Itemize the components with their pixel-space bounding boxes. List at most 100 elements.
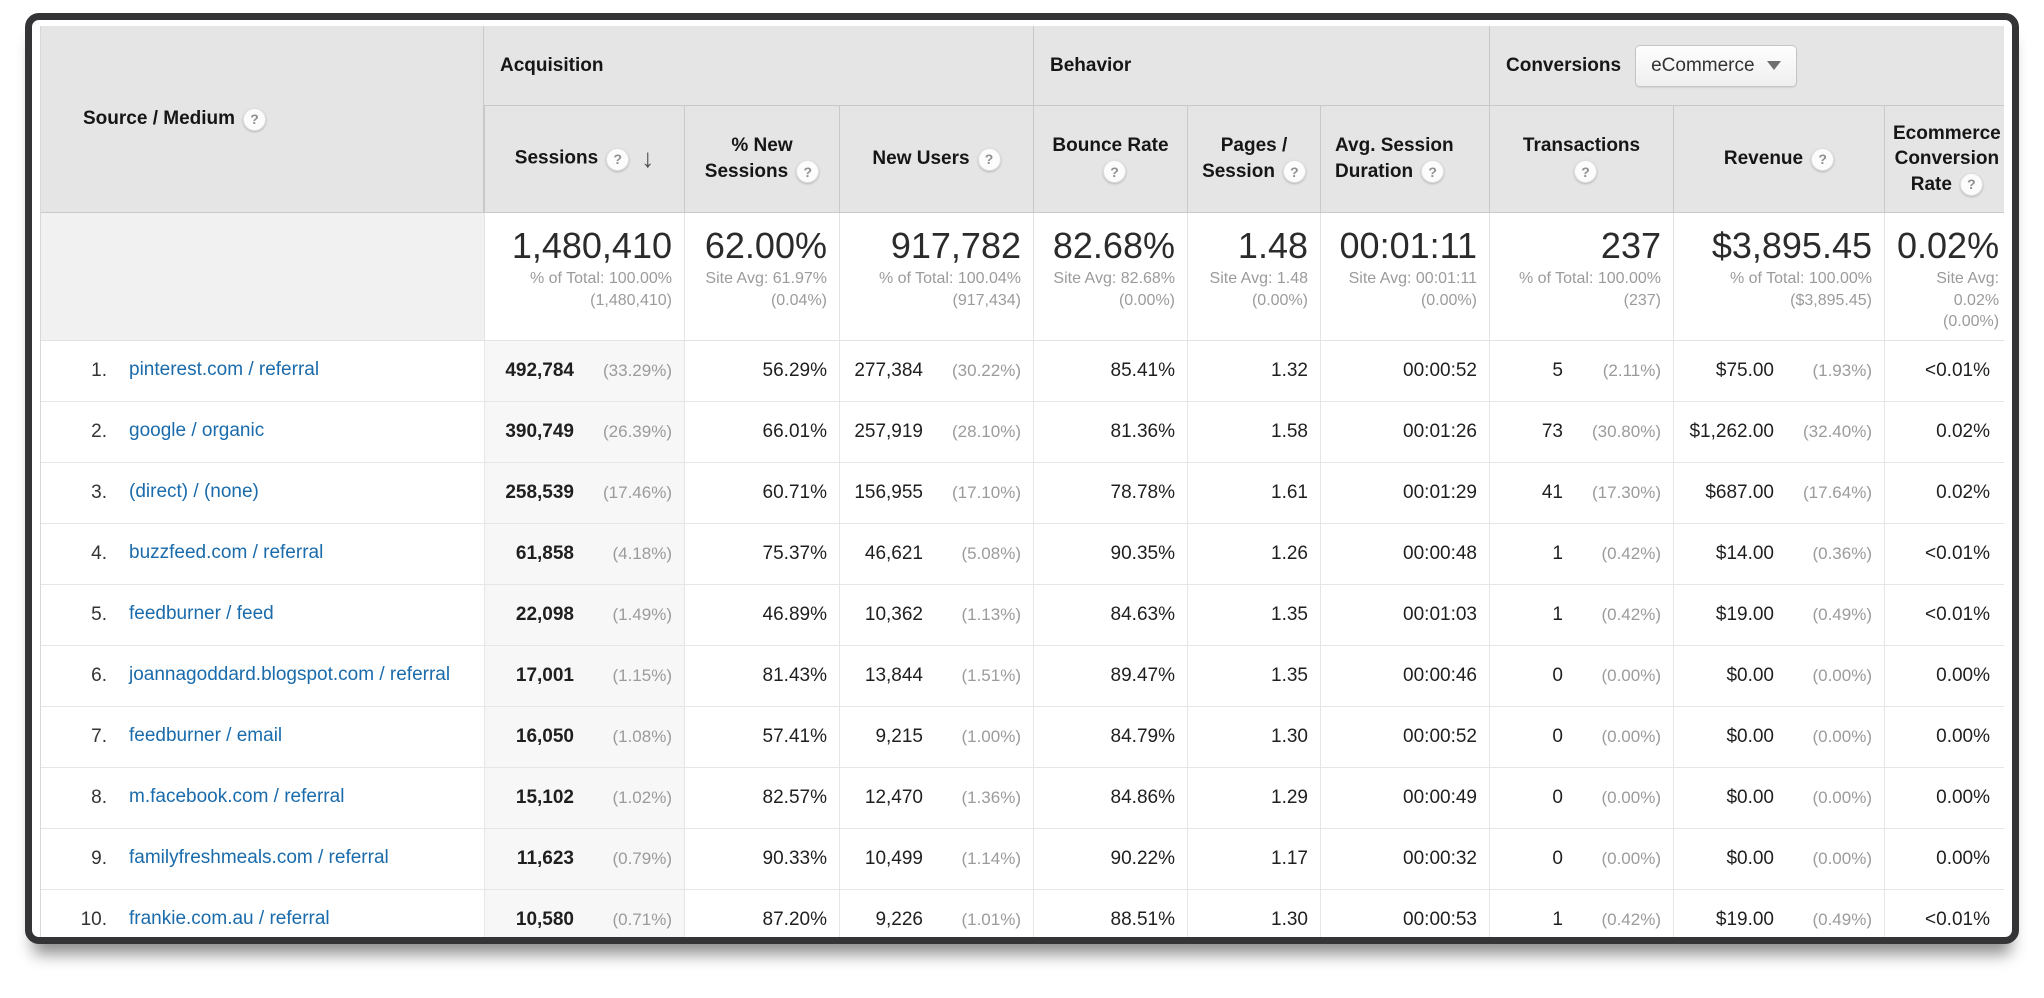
totals-sessions-value: 1,480,410 xyxy=(511,225,672,266)
new-users-percent: (1.36%) xyxy=(961,787,1021,807)
ecommerce-conversion-rate-value: 0.00% xyxy=(1936,847,1990,869)
table-row: 2. google / organic 390,749 (26.39%) 66.… xyxy=(41,401,2004,463)
source-medium-link[interactable]: buzzfeed.com / referral xyxy=(129,542,324,564)
sessions-cell: 16,050 (1.08%) xyxy=(484,706,684,767)
help-icon[interactable]: ? xyxy=(796,160,820,184)
source-medium-link[interactable]: feedburner / feed xyxy=(129,603,274,625)
totals-dimension-cell xyxy=(41,213,484,340)
avg-session-duration-value: 00:00:49 xyxy=(1403,786,1477,808)
new-users-value: 277,384 xyxy=(854,359,923,381)
ecommerce-goal-dropdown[interactable]: eCommerce xyxy=(1635,44,1797,87)
totals-avg-session-duration-subtext: Site Avg: 00:01:11 (0.00%) xyxy=(1348,270,1477,309)
table-row: 1. pinterest.com / referral 492,784 (33.… xyxy=(41,340,2004,402)
column-header-bounce-rate[interactable]: Bounce Rate? xyxy=(1033,106,1187,212)
column-header-new-users[interactable]: New Users? xyxy=(839,106,1033,212)
revenue-cell: $0.00 (0.00%) xyxy=(1673,706,1884,767)
bounce-rate-value: 90.35% xyxy=(1110,542,1175,564)
help-icon[interactable]: ? xyxy=(243,107,267,131)
source-medium-link[interactable]: (direct) / (none) xyxy=(129,481,259,503)
revenue-percent: (0.00%) xyxy=(1812,848,1872,868)
new-sessions-value: 87.20% xyxy=(762,908,827,930)
new-users-value: 257,919 xyxy=(854,420,923,442)
transactions-percent: (0.00%) xyxy=(1601,787,1661,807)
transactions-header-label: Transactions xyxy=(1522,135,1641,157)
source-medium-link[interactable]: pinterest.com / referral xyxy=(129,359,320,381)
revenue-percent: (0.00%) xyxy=(1812,787,1872,807)
source-medium-link[interactable]: familyfreshmeals.com / referral xyxy=(129,847,389,869)
bounce-rate-value: 88.51% xyxy=(1110,908,1175,930)
column-header-sessions[interactable]: Sessions? ↓ xyxy=(484,106,684,212)
sessions-cell: 22,098 (1.49%) xyxy=(484,584,684,645)
sessions-percent: (1.08%) xyxy=(612,726,672,746)
totals-revenue-value: $3,895.45 xyxy=(1711,225,1872,266)
pages-session-cell: 1.30 xyxy=(1187,706,1320,767)
revenue-cell: $0.00 (0.00%) xyxy=(1673,767,1884,828)
column-header-source-medium[interactable]: Source / Medium ? xyxy=(41,26,484,212)
new-users-cell: 9,226 (1.01%) xyxy=(839,889,1033,937)
sessions-value: 16,050 xyxy=(515,725,574,747)
new-sessions-cell: 57.41% xyxy=(684,706,839,767)
help-icon[interactable]: ? xyxy=(1421,160,1445,184)
column-header-new-sessions[interactable]: % New Sessions? xyxy=(684,106,839,212)
table-row: 3. (direct) / (none) 258,539 (17.46%) 60… xyxy=(41,462,2004,524)
new-users-value: 10,362 xyxy=(864,603,923,625)
sessions-cell: 61,858 (4.18%) xyxy=(484,523,684,584)
new-users-cell: 156,955 (17.10%) xyxy=(839,462,1033,523)
new-sessions-cell: 81.43% xyxy=(684,645,839,706)
new-sessions-value: 75.37% xyxy=(762,542,827,564)
bounce-rate-cell: 78.78% xyxy=(1033,462,1187,523)
avg-session-duration-cell: 00:00:46 xyxy=(1320,645,1489,706)
source-medium-report-table: Source / Medium ? Acquisition Behavior C… xyxy=(40,26,2004,937)
ecommerce-conversion-rate-value: <0.01% xyxy=(1925,359,1990,381)
sessions-cell: 10,580 (0.71%) xyxy=(484,889,684,937)
help-icon[interactable]: ? xyxy=(1103,160,1126,184)
transactions-value: 0 xyxy=(1552,786,1563,808)
column-header-pages-session[interactable]: Pages / Session? xyxy=(1187,106,1320,212)
help-icon[interactable]: ? xyxy=(606,147,630,171)
new-users-cell: 9,215 (1.00%) xyxy=(839,706,1033,767)
column-header-ecommerce-conversion-rate[interactable]: Ecommerce Conversion Rate? xyxy=(1884,106,2004,212)
transactions-cell: 41 (17.30%) xyxy=(1489,462,1673,523)
acquisition-label: Acquisition xyxy=(500,54,604,76)
help-icon[interactable]: ? xyxy=(1574,160,1597,184)
source-medium-link[interactable]: m.facebook.com / referral xyxy=(129,786,345,808)
source-medium-cell: 10. frankie.com.au / referral xyxy=(41,890,484,937)
ecommerce-conversion-rate-cell: 0.00% xyxy=(1884,706,2004,767)
new-users-value: 9,215 xyxy=(875,725,923,747)
sort-descending-icon[interactable]: ↓ xyxy=(641,143,655,174)
source-medium-link[interactable]: feedburner / email xyxy=(129,725,283,747)
help-icon[interactable]: ? xyxy=(1959,173,1983,197)
table-row: 10. frankie.com.au / referral 10,580 (0.… xyxy=(41,889,2004,937)
source-medium-link[interactable]: google / organic xyxy=(129,420,265,442)
table-header: Source / Medium ? Acquisition Behavior C… xyxy=(41,26,2004,213)
source-medium-header-label: Source / Medium xyxy=(83,108,236,129)
transactions-value: 73 xyxy=(1541,420,1563,442)
transactions-percent: (2.11%) xyxy=(1602,360,1661,380)
sessions-percent: (0.79%) xyxy=(612,848,672,868)
transactions-percent: (0.00%) xyxy=(1601,665,1661,685)
source-medium-link[interactable]: joannagoddard.blogspot.com / referral xyxy=(129,664,451,686)
column-header-revenue[interactable]: Revenue? xyxy=(1673,106,1884,212)
bounce-rate-cell: 84.79% xyxy=(1033,706,1187,767)
row-rank: 6. xyxy=(91,664,107,686)
revenue-value: $0.00 xyxy=(1726,786,1774,808)
help-icon[interactable]: ? xyxy=(1811,147,1835,171)
source-medium-link[interactable]: frankie.com.au / referral xyxy=(129,908,330,930)
new-users-percent: (28.10%) xyxy=(952,421,1021,441)
bounce-rate-cell: 84.63% xyxy=(1033,584,1187,645)
help-icon[interactable]: ? xyxy=(1282,160,1306,184)
revenue-percent: (32.40%) xyxy=(1803,421,1872,441)
row-rank: 3. xyxy=(91,481,107,503)
transactions-value: 41 xyxy=(1541,481,1563,503)
ecommerce-conversion-rate-cell: <0.01% xyxy=(1884,584,2004,645)
column-header-avg-session-duration[interactable]: Avg. Session Duration? xyxy=(1320,106,1489,212)
pages-session-value: 1.35 xyxy=(1271,603,1308,625)
avg-session-duration-value: 00:00:52 xyxy=(1403,359,1477,381)
revenue-value: $0.00 xyxy=(1726,725,1774,747)
table-row: 7. feedburner / email 16,050 (1.08%) 57.… xyxy=(41,706,2004,768)
sessions-value: 492,784 xyxy=(505,359,574,381)
new-users-percent: (5.08%) xyxy=(961,543,1021,563)
chevron-down-icon xyxy=(1766,61,1781,70)
help-icon[interactable]: ? xyxy=(977,147,1001,171)
column-header-transactions[interactable]: Transactions? xyxy=(1489,106,1673,212)
